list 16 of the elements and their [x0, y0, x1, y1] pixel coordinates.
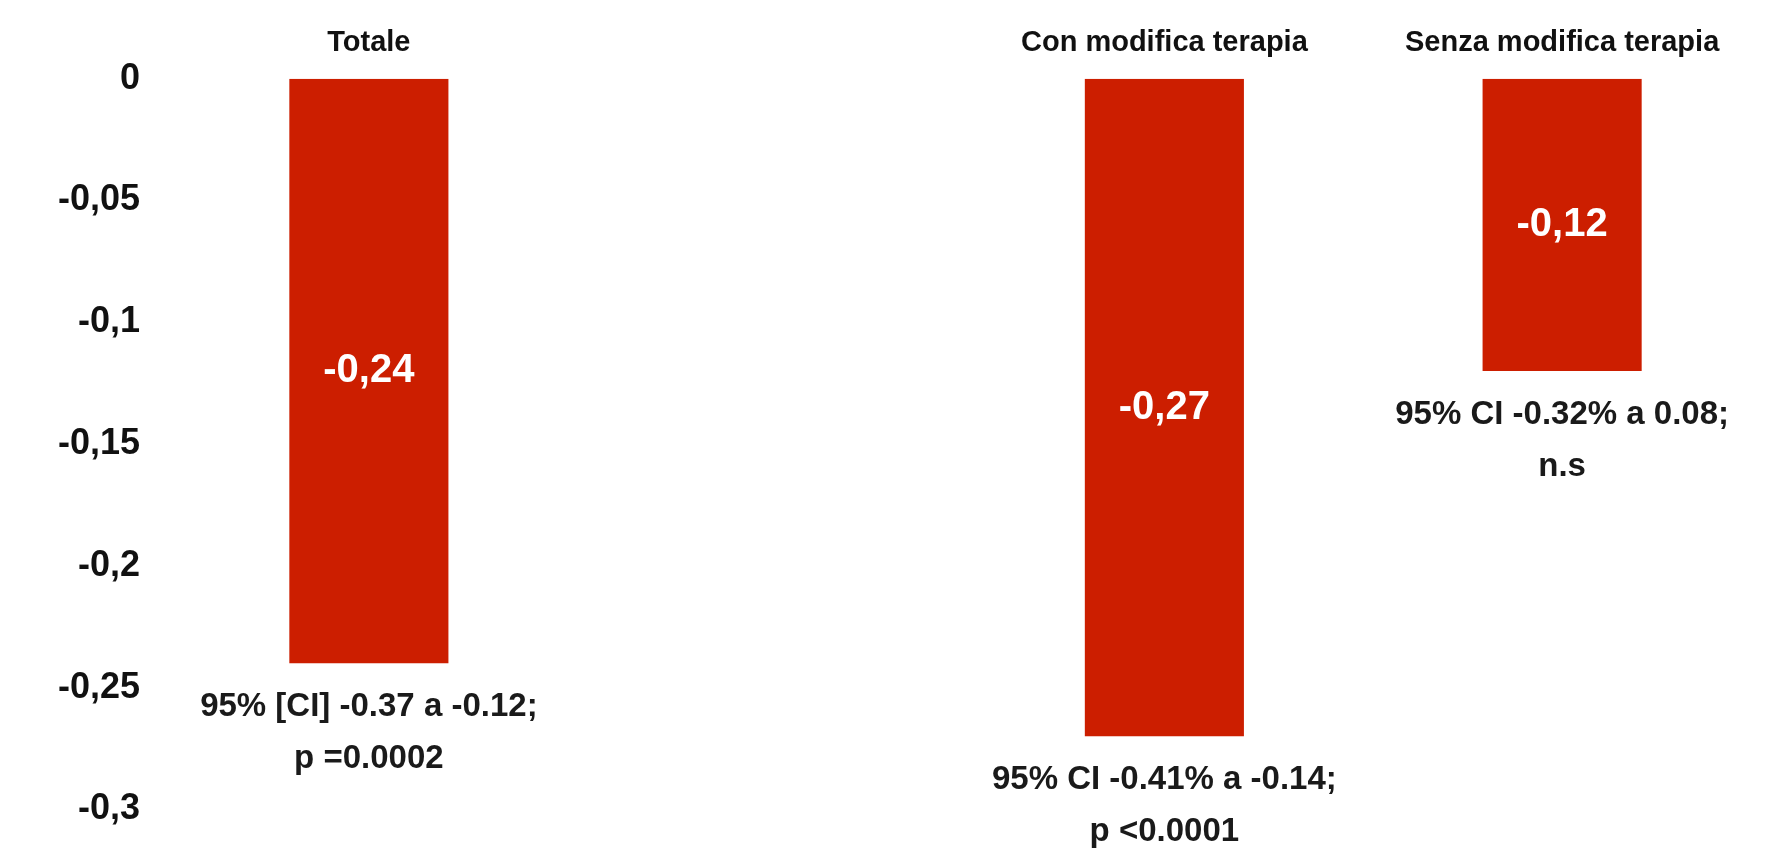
x-tick-label: Totale	[327, 25, 411, 58]
x-tick-label: Con modifica terapia	[1020, 25, 1309, 58]
y-tick-label: -0,15	[57, 421, 140, 463]
y-tick-label: -0,2	[77, 542, 140, 584]
y-tick-label: -0,25	[57, 664, 140, 706]
y-tick-label: -0,3	[77, 786, 140, 828]
y-tick-label: -0,1	[77, 299, 140, 341]
y-tick-label: -0,05	[57, 177, 140, 219]
annotation: 95% [CI] -0.37 a -0.12; p =0.0002	[200, 686, 538, 776]
annotation: 95% CI -0.41% a -0.14; p <0.0001	[991, 759, 1337, 849]
data-label: -0,12	[1516, 199, 1608, 244]
data-label: -0,27	[1118, 382, 1210, 427]
annotation: 95% CI -0.32% a 0.08; n.s	[1395, 394, 1730, 484]
data-label: -0,24	[323, 346, 416, 391]
x-tick-label: Senza modifica terapia	[1404, 25, 1721, 58]
y-tick-label: 0	[119, 55, 140, 97]
